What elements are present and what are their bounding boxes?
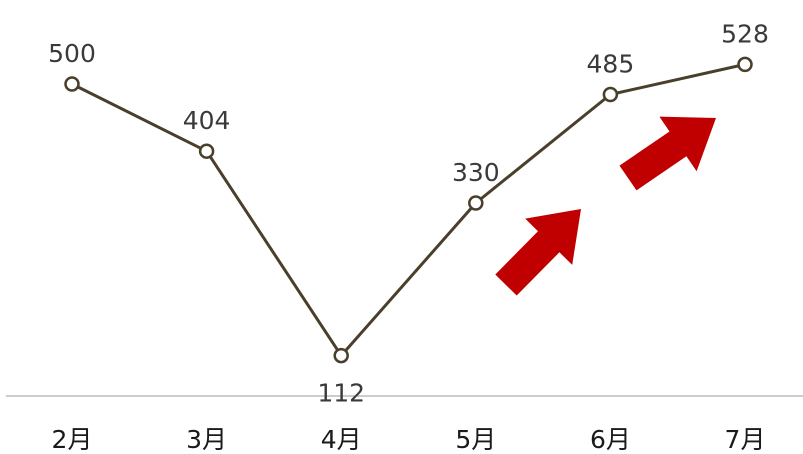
x-tick-label: 3月 <box>186 425 227 454</box>
data-labels: 500 404 112 330 485 528 <box>48 19 769 407</box>
data-point <box>333 347 349 364</box>
x-tick-label: 7月 <box>725 425 766 454</box>
data-point <box>602 86 619 103</box>
data-label: 485 <box>587 50 635 79</box>
trend-arrow-icon <box>619 116 716 191</box>
data-points <box>64 56 753 364</box>
data-label: 500 <box>48 39 96 68</box>
series-line <box>71 62 746 358</box>
annotation-arrows <box>495 116 716 296</box>
trend-arrow-icon <box>495 209 581 296</box>
data-label: 330 <box>452 158 500 187</box>
data-point <box>737 56 753 73</box>
x-tick-label: 2月 <box>52 425 93 454</box>
data-point <box>468 195 484 211</box>
x-tick-label: 5月 <box>455 425 496 454</box>
x-tick-label: 4月 <box>321 425 362 454</box>
data-point <box>64 76 80 92</box>
x-tick-labels: 2月 3月 4月 5月 6月 7月 <box>52 425 766 454</box>
data-label: 404 <box>183 106 231 135</box>
data-point <box>198 143 215 159</box>
data-label: 528 <box>721 19 769 48</box>
data-label: 112 <box>317 379 365 408</box>
x-tick-label: 6月 <box>590 425 631 454</box>
